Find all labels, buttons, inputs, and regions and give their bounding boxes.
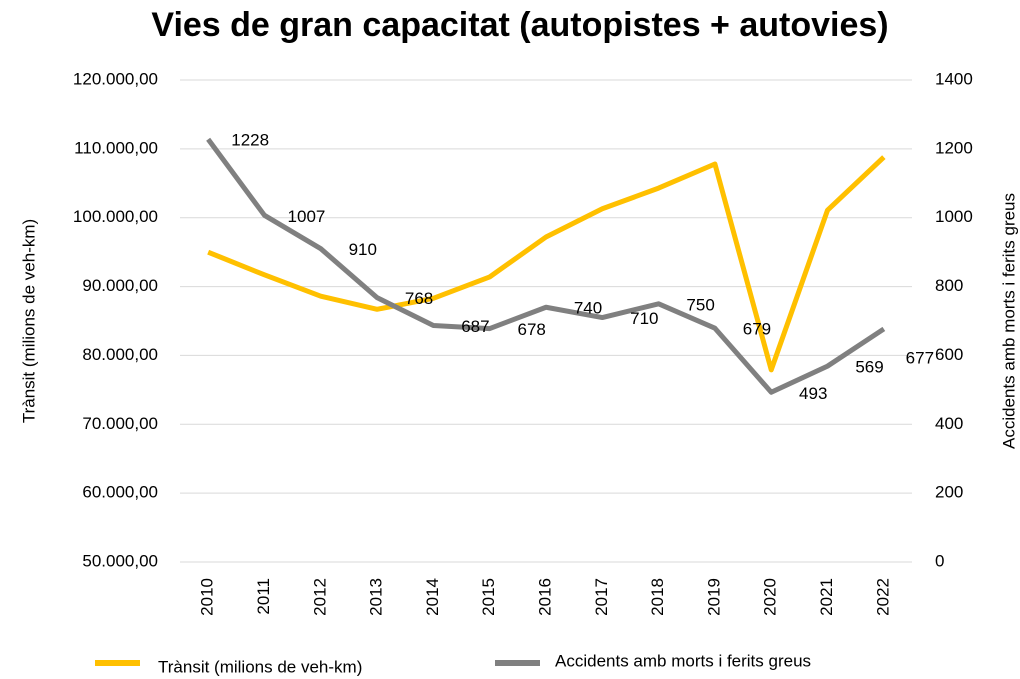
y-tick-label: 100.000,00: [73, 207, 158, 226]
x-tick-label: 2013: [367, 578, 386, 616]
data-label: 768: [405, 289, 433, 308]
y-tick-label: 50.000,00: [82, 551, 158, 570]
line-series: [206, 137, 886, 395]
x-tick-label: 2019: [704, 578, 723, 616]
y-axis-title: Trànsit (milions de veh-km): [19, 219, 38, 423]
y-tick-label: 80.000,00: [82, 345, 158, 364]
y-tick-label: 70.000,00: [82, 414, 158, 433]
y2-tick-label: 200: [935, 483, 963, 502]
y2-tick-label: 600: [935, 345, 963, 364]
y2-tick-label: 1400: [935, 69, 973, 88]
y2-tick-label: 1000: [935, 207, 973, 226]
x-tick-label: 2020: [761, 578, 780, 616]
y-tick-label: 90.000,00: [82, 276, 158, 295]
data-label: 678: [518, 320, 546, 339]
y-tick-label: 110.000,00: [74, 138, 158, 157]
data-label: 569: [855, 358, 883, 377]
x-tick-label: 2022: [873, 578, 892, 616]
data-label: 1228: [231, 131, 269, 150]
x-tick-label: 2011: [254, 578, 273, 615]
y2-tick-label: 800: [935, 276, 963, 295]
y-tick-label: 120.000,00: [73, 69, 158, 88]
x-tick-label: 2018: [648, 578, 667, 616]
x-tick-label: 2015: [479, 578, 498, 616]
x-tick-label: 2012: [310, 578, 329, 616]
x-tick-label: 2021: [817, 578, 836, 616]
y2-tick-label: 1200: [935, 138, 973, 157]
y2-axis-title: Accidents amb morts i ferits greus: [999, 193, 1018, 449]
x-tick-label: 2010: [198, 578, 217, 616]
data-label: 493: [799, 384, 827, 403]
legend-label: Trànsit (milions de veh-km): [158, 657, 362, 676]
x-tick-label: 2014: [423, 578, 442, 616]
chart-title: Vies de gran capacitat (autopistes + aut…: [151, 6, 888, 44]
data-label: 1007: [288, 207, 326, 226]
x-tick-label: 2017: [592, 578, 611, 616]
data-label: 677: [906, 348, 934, 367]
y2-tick-label: 0: [935, 551, 944, 570]
data-label: 750: [686, 295, 714, 314]
legend-label: Accidents amb morts i ferits greus: [555, 651, 811, 670]
data-label: 910: [349, 240, 377, 259]
line-series: [207, 155, 886, 373]
data-label: 687: [461, 317, 489, 336]
data-label: 679: [743, 320, 771, 339]
data-label: 710: [630, 309, 658, 328]
y-tick-label: 60.000,00: [82, 483, 158, 502]
y2-tick-label: 400: [935, 414, 963, 433]
x-tick-label: 2016: [535, 578, 554, 616]
data-label: 740: [574, 299, 602, 318]
